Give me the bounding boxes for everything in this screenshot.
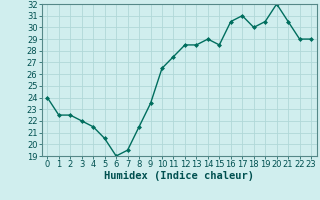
X-axis label: Humidex (Indice chaleur): Humidex (Indice chaleur): [104, 171, 254, 181]
